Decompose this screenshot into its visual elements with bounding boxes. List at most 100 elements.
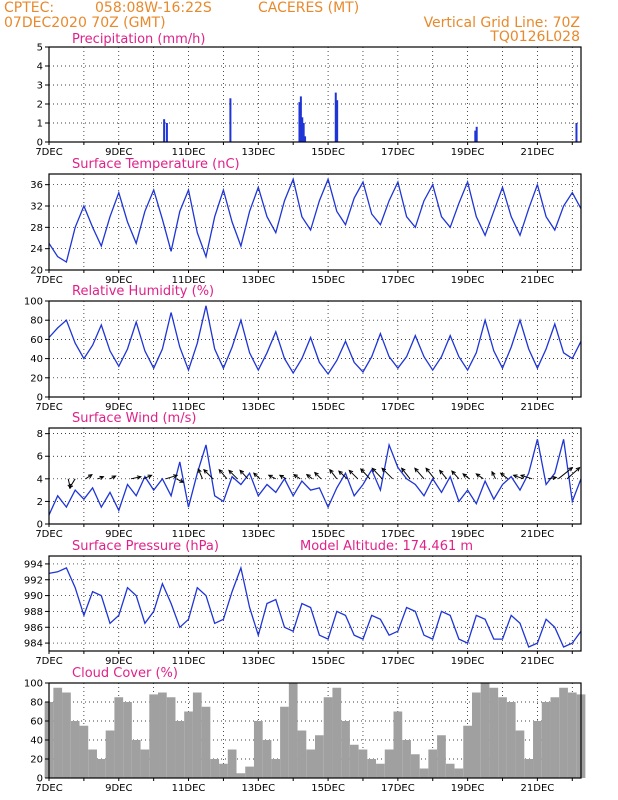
header-coords: 058:08W-16:22S	[95, 0, 212, 16]
cloud-ytick-label: 80	[30, 698, 43, 709]
pressure-ytick-label: 992	[24, 575, 43, 586]
precipitation-ytick-label: 5	[37, 43, 43, 54]
precipitation-panel: 0 1 2 3 4 5 7DEC 9DEC 11DEC 13DEC 15DEC 17DEC 19DEC 2…	[35, 32, 582, 158]
pressure-xtick-label: 9DEC	[105, 656, 132, 667]
cloud-area-bar	[271, 759, 281, 778]
cloud-title: Cloud Cover (%)	[72, 666, 178, 681]
wind-ytick-label: 2	[37, 497, 43, 508]
precipitation-xtick-label: 13DEC	[241, 147, 275, 158]
cloud-area-bar	[306, 749, 315, 778]
cloud-area-bar	[463, 725, 472, 778]
cloud-ytick-label: 20	[30, 755, 43, 766]
wind-vector	[338, 470, 348, 480]
cloud-area-bar	[70, 721, 80, 778]
wind-vector-head	[371, 467, 377, 473]
wind-ytick-label: 6	[37, 452, 43, 463]
cloud-area-bar	[515, 730, 525, 778]
precipitation-xtick-label: 11DEC	[172, 147, 206, 158]
pressure-plot: 984 986 988 990 992 994 7DEC 9DEC 11DEC 13DEC 15DE…	[24, 555, 582, 667]
cloud-area-bar	[489, 687, 499, 778]
wind-ytick-label: 8	[37, 429, 43, 440]
wind-vector	[268, 474, 276, 480]
cloud-panel: 0 20 40 60 80 100 7DEC 9DEC 11DEC 13DEC 15DEC 17DEC…	[24, 666, 586, 794]
wind-vector	[451, 470, 460, 480]
wind-vector-head	[491, 470, 496, 476]
humidity-xtick-label: 7DEC	[35, 402, 62, 413]
pressure-xtick-label: 11DEC	[172, 656, 206, 667]
cloud-area-bar	[297, 730, 307, 778]
precipitation-bar	[163, 119, 166, 142]
wind-vector-head	[267, 474, 273, 479]
cloud-area-bar	[79, 725, 89, 778]
wind-vector	[279, 474, 287, 480]
wind-vector	[558, 467, 573, 480]
wind-vector-head	[425, 467, 430, 473]
wind-vector-head	[414, 467, 419, 473]
wind-line	[48, 439, 582, 516]
temperature-xtick-label: 7DEC	[35, 275, 62, 286]
cloud-area-bar	[131, 740, 141, 778]
wind-title: Surface Wind (m/s)	[72, 411, 196, 426]
humidity-line	[48, 305, 582, 376]
precipitation-xtick-label: 19DEC	[451, 147, 485, 158]
precipitation-bar	[302, 123, 305, 142]
cloud-area-bar	[184, 711, 193, 778]
humidity-panel: 0 20 40 60 80 100 7DEC 9DEC 11DEC 13DEC 15DEC 17DEC…	[24, 284, 582, 413]
wind-vector-head	[462, 473, 468, 478]
temperature-ytick-label: 24	[30, 244, 43, 255]
cloud-area-bar	[428, 749, 438, 778]
precipitation-bar	[336, 100, 339, 142]
wind-xtick-label: 19DEC	[451, 529, 485, 540]
wind-plot: 0 2 4 6 8 7DEC 9DEC 11DEC 13DEC 15DEC 17DEC 19DEC 21…	[35, 427, 582, 540]
pressure-ytick-label: 986	[24, 623, 43, 634]
humidity-xtick-label: 15DEC	[311, 402, 345, 413]
cloud-area-bar	[96, 759, 106, 778]
wind-vector	[348, 470, 359, 480]
wind-vector-head	[179, 478, 185, 483]
header-source: CPTEC:	[4, 0, 54, 16]
wind-vector-head	[348, 469, 354, 475]
wind-vector-head	[111, 475, 117, 480]
cloud-area-bar	[114, 697, 124, 778]
wind-vector-head	[360, 468, 365, 473]
wind-vector	[381, 467, 393, 480]
pressure-line	[48, 565, 582, 648]
cloud-area-bar	[533, 721, 542, 778]
cloud-area-bar	[62, 692, 71, 778]
humidity-frame	[48, 300, 582, 398]
cloud-area-bar	[123, 702, 132, 778]
wind-vector-head	[475, 473, 481, 478]
cloud-area-bar	[376, 763, 385, 778]
pressure-xtick-label: 17DEC	[381, 656, 415, 667]
wind-vector-head	[203, 468, 208, 474]
cloud-area-bar	[315, 735, 324, 778]
cloud-area-bar	[245, 766, 254, 778]
wind-vector-head	[278, 474, 284, 479]
temperature-xtick-label: 11DEC	[172, 275, 206, 286]
cloud-area-bar	[88, 749, 97, 778]
temperature-xtick-label: 17DEC	[381, 275, 415, 286]
precipitation-bar	[301, 117, 304, 142]
cloud-area-bar	[410, 754, 420, 778]
wind-vector	[239, 470, 249, 480]
wind-vector	[329, 469, 338, 480]
cloud-ytick-label: 60	[30, 717, 43, 728]
wind-vector-head	[552, 475, 558, 481]
cloud-frame	[48, 682, 582, 779]
cloud-area-bar	[219, 763, 228, 778]
cloud-area-bar	[550, 697, 560, 778]
humidity-title: Relative Humidity (%)	[72, 284, 214, 299]
wind-vector	[566, 467, 580, 480]
wind-vector	[520, 474, 533, 480]
humidity-xtick-label: 9DEC	[105, 402, 132, 413]
temperature-frame	[48, 173, 582, 271]
cloud-area-bar	[559, 687, 568, 778]
temperature-ytick-label: 20	[30, 266, 43, 277]
cloud-area-bar	[524, 759, 534, 778]
pressure-xtick-label: 7DEC	[35, 656, 62, 667]
temperature-plot: 20 24 28 32 36 7DEC 9DEC 11DEC 13DEC 15DEC 17DEC 19…	[30, 173, 582, 286]
cloud-area-bar	[541, 702, 551, 778]
wind-vector-head	[99, 475, 105, 480]
wind-vector-head	[313, 471, 319, 477]
wind-vector-head	[451, 470, 456, 476]
